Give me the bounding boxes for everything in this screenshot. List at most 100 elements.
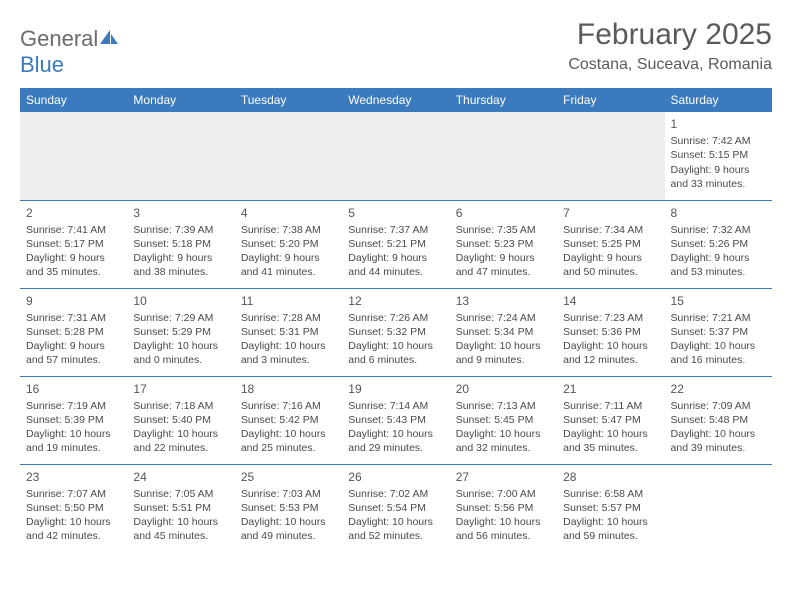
calendar-cell: [127, 112, 234, 200]
day-header: Tuesday: [235, 88, 342, 112]
sunset-text: Sunset: 5:56 PM: [456, 501, 551, 515]
daylight-text: Daylight: 10 hours: [563, 339, 658, 353]
calendar-cell: 2 Sunrise: 7:41 AMSunset: 5:17 PMDaylight…: [20, 200, 127, 288]
day-header: Monday: [127, 88, 234, 112]
calendar-cell: 5Sunrise: 7:37 AMSunset: 5:21 PMDaylight…: [342, 200, 449, 288]
daylight-text: and 9 minutes.: [456, 353, 551, 367]
daylight-text: and 56 minutes.: [456, 529, 551, 543]
sunset-text: Sunset: 5:57 PM: [563, 501, 658, 515]
calendar-cell: [557, 112, 664, 200]
calendar-week: 2Sunrise: 7:41 AMSunset: 5:17 PMDaylight…: [20, 200, 772, 288]
day-number: 15: [671, 293, 766, 309]
sunset-text: Sunset: 5:53 PM: [241, 501, 336, 515]
calendar-week: 23Sunrise: 7:07 AMSunset: 5:50 PMDayligh…: [20, 464, 772, 552]
day-number: 18: [241, 381, 336, 397]
daylight-text: and 41 minutes.: [241, 265, 336, 279]
sunrise-text: Sunrise: 7:05 AM: [133, 487, 228, 501]
daylight-text: and 35 minutes.: [563, 441, 658, 455]
sunset-text: Sunset: 5:21 PM: [348, 237, 443, 251]
day-number: 22: [671, 381, 766, 397]
calendar-cell: [665, 464, 772, 552]
sunrise-text: Sunrise: 7:03 AM: [241, 487, 336, 501]
daylight-text: Daylight: 9 hours: [26, 251, 121, 265]
sunrise-text: Sunrise: 7:32 AM: [671, 223, 766, 237]
day-number: 11: [241, 293, 336, 309]
day-number: 26: [348, 469, 443, 485]
sunset-text: Sunset: 5:34 PM: [456, 325, 551, 339]
daylight-text: and 33 minutes.: [671, 177, 766, 191]
calendar-cell: [450, 112, 557, 200]
daylight-text: Daylight: 10 hours: [456, 427, 551, 441]
calendar-cell: [235, 112, 342, 200]
daylight-text: and 47 minutes.: [456, 265, 551, 279]
sunrise-text: Sunrise: 7:18 AM: [133, 399, 228, 413]
daylight-text: Daylight: 10 hours: [456, 515, 551, 529]
daylight-text: Daylight: 9 hours: [563, 251, 658, 265]
location-label: Costana, Suceava, Romania: [568, 56, 772, 74]
daylight-text: Daylight: 9 hours: [671, 251, 766, 265]
daylight-text: Daylight: 10 hours: [133, 339, 228, 353]
page-title: February 2025: [568, 18, 772, 52]
daylight-text: and 3 minutes.: [241, 353, 336, 367]
daylight-text: and 53 minutes.: [671, 265, 766, 279]
day-header: Wednesday: [342, 88, 449, 112]
calendar-cell: 28Sunrise: 6:58 AMSunset: 5:57 PMDayligh…: [557, 464, 664, 552]
calendar-cell: 17Sunrise: 7:18 AMSunset: 5:40 PMDayligh…: [127, 376, 234, 464]
sunset-text: Sunset: 5:26 PM: [671, 237, 766, 251]
sunset-text: Sunset: 5:15 PM: [671, 148, 766, 162]
day-number: 21: [563, 381, 658, 397]
daylight-text: Daylight: 10 hours: [348, 515, 443, 529]
calendar-cell: 24 Sunrise: 7:05 AMSunset: 5:51 PMDayligh…: [127, 464, 234, 552]
sunset-text: Sunset: 5:29 PM: [133, 325, 228, 339]
day-number: 2: [26, 205, 121, 221]
day-header: Saturday: [665, 88, 772, 112]
sunrise-text: Sunrise: 7:29 AM: [133, 311, 228, 325]
day-number: 10: [133, 293, 228, 309]
sunrise-text: Sunrise: 7:00 AM: [456, 487, 551, 501]
daylight-text: and 16 minutes.: [671, 353, 766, 367]
daylight-text: Daylight: 10 hours: [348, 427, 443, 441]
calendar-cell: 20Sunrise: 7:13 AMSunset: 5:45 PMDayligh…: [450, 376, 557, 464]
sunrise-text: Sunrise: 7:34 AM: [563, 223, 658, 237]
day-header: Thursday: [450, 88, 557, 112]
daylight-text: Daylight: 9 hours: [241, 251, 336, 265]
sunrise-text: Sunrise: 7:16 AM: [241, 399, 336, 413]
daylight-text: Daylight: 10 hours: [241, 339, 336, 353]
sunrise-text: Sunrise: 7:38 AM: [241, 223, 336, 237]
day-header-row: Sunday Monday Tuesday Wednesday Thursday…: [20, 88, 772, 112]
sunset-text: Sunset: 5:47 PM: [563, 413, 658, 427]
title-block: February 2025 Costana, Suceava, Romania: [568, 18, 772, 74]
sunrise-text: Sunrise: 7:41 AM: [26, 223, 121, 237]
daylight-text: Daylight: 10 hours: [133, 515, 228, 529]
day-number: 14: [563, 293, 658, 309]
sunrise-text: Sunrise: 7:02 AM: [348, 487, 443, 501]
daylight-text: Daylight: 10 hours: [348, 339, 443, 353]
sunset-text: Sunset: 5:17 PM: [26, 237, 121, 251]
sunset-text: Sunset: 5:25 PM: [563, 237, 658, 251]
calendar-cell: 14Sunrise: 7:23 AMSunset: 5:36 PMDayligh…: [557, 288, 664, 376]
calendar-cell: [342, 112, 449, 200]
sunrise-text: Sunrise: 7:13 AM: [456, 399, 551, 413]
sunset-text: Sunset: 5:39 PM: [26, 413, 121, 427]
sunrise-text: Sunrise: 6:58 AM: [563, 487, 658, 501]
day-number: 19: [348, 381, 443, 397]
daylight-text: and 49 minutes.: [241, 529, 336, 543]
day-number: 24: [133, 469, 228, 485]
sunset-text: Sunset: 5:36 PM: [563, 325, 658, 339]
daylight-text: and 42 minutes.: [26, 529, 121, 543]
daylight-text: Daylight: 10 hours: [671, 427, 766, 441]
sunset-text: Sunset: 5:43 PM: [348, 413, 443, 427]
sunrise-text: Sunrise: 7:26 AM: [348, 311, 443, 325]
sunset-text: Sunset: 5:50 PM: [26, 501, 121, 515]
calendar-table: Sunday Monday Tuesday Wednesday Thursday…: [20, 88, 772, 552]
day-number: 13: [456, 293, 551, 309]
daylight-text: and 50 minutes.: [563, 265, 658, 279]
daylight-text: Daylight: 10 hours: [563, 515, 658, 529]
daylight-text: and 38 minutes.: [133, 265, 228, 279]
sunrise-text: Sunrise: 7:37 AM: [348, 223, 443, 237]
sunset-text: Sunset: 5:51 PM: [133, 501, 228, 515]
calendar-cell: 11Sunrise: 7:28 AMSunset: 5:31 PMDayligh…: [235, 288, 342, 376]
logo: General Blue: [20, 18, 120, 78]
calendar-cell: 21Sunrise: 7:11 AMSunset: 5:47 PMDayligh…: [557, 376, 664, 464]
calendar-cell: 13Sunrise: 7:24 AMSunset: 5:34 PMDayligh…: [450, 288, 557, 376]
